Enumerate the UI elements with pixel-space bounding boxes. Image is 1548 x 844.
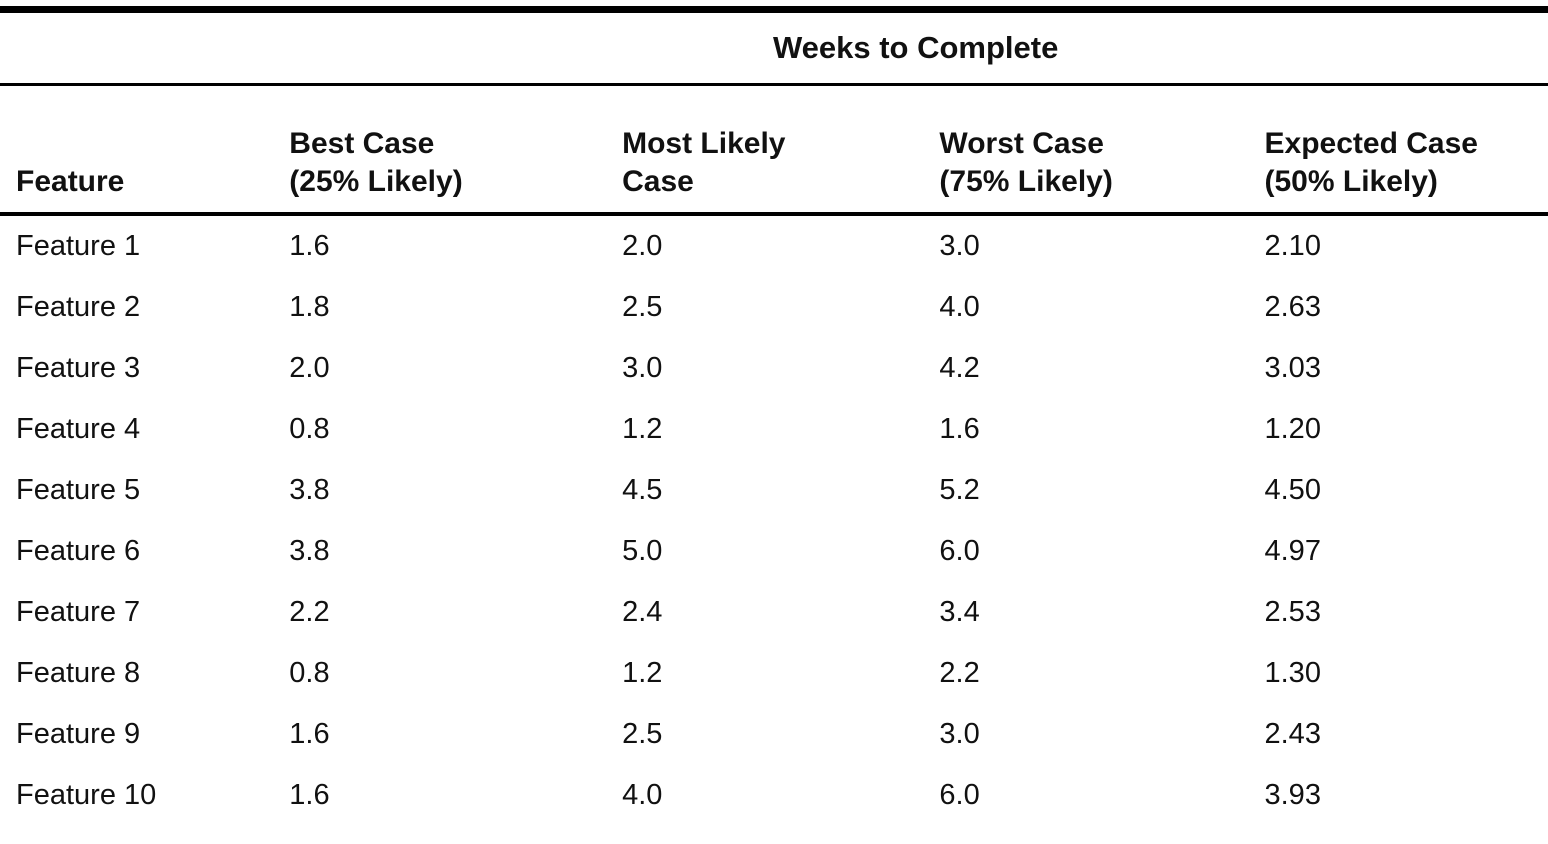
expected-case-cell: 4.50 [1264, 474, 1321, 506]
table-row: Feature 1 1.6 2.0 3.0 2.10 [0, 214, 1548, 277]
most-likely-cell: 2.5 [622, 718, 663, 750]
best-case-cell: 1.8 [289, 291, 330, 323]
worst-case-cell: 1.6 [939, 413, 980, 445]
worst-case-cell: 3.0 [939, 230, 980, 262]
best-case-cell: 1.6 [289, 779, 330, 811]
worst-case-cell: 5.2 [939, 474, 980, 506]
column-header-best-case: Best Case (25% Likely) [283, 84, 617, 216]
feature-cell: Feature 8 [16, 657, 141, 689]
feature-cell: Feature 9 [16, 718, 141, 750]
worst-case-cell: 3.0 [939, 718, 980, 750]
feature-cell: Feature 6 [16, 535, 141, 567]
best-case-cell: 1.6 [289, 230, 330, 262]
best-case-cell: 2.2 [289, 596, 330, 628]
feature-cell: Feature 4 [16, 413, 141, 445]
worst-case-cell: 6.0 [939, 535, 980, 567]
most-likely-cell: 4.0 [622, 779, 663, 811]
table-row: Feature 2 1.8 2.5 4.0 2.63 [0, 277, 1548, 338]
total-row: TOTAL20.028.338.628.62 [0, 826, 1548, 844]
table-title-row: Weeks to Complete [0, 9, 1548, 86]
best-case-cell: 0.8 [289, 657, 330, 689]
feature-cell: Feature 7 [16, 596, 141, 628]
table-row: Feature 4 0.8 1.2 1.6 1.20 [0, 399, 1548, 460]
most-likely-cell: 3.0 [622, 352, 663, 384]
table-row: Feature 8 0.8 1.2 2.2 1.30 [0, 643, 1548, 704]
most-likely-cell: 4.5 [622, 474, 663, 506]
feature-cell: Feature 2 [16, 291, 141, 323]
title-spacer-cell [0, 9, 284, 86]
best-case-cell: 0.8 [289, 413, 330, 445]
table-row: Feature 9 1.6 2.5 3.0 2.43 [0, 704, 1548, 765]
table-row: Feature 3 2.0 3.0 4.2 3.03 [0, 338, 1548, 399]
feature-cell: Feature 5 [16, 474, 141, 506]
feature-cell: Feature 1 [16, 230, 141, 262]
table-row: Feature 7 2.2 2.4 3.4 2.53 [0, 582, 1548, 643]
expected-case-cell: 28.62 [1259, 826, 1548, 844]
expected-case-cell: 2.63 [1264, 291, 1321, 323]
expected-case-cell: 4.97 [1264, 535, 1321, 567]
most-likely-cell: 2.5 [622, 291, 663, 323]
most-likely-cell: 28.3 [616, 826, 933, 844]
feature-cell: TOTAL [0, 826, 283, 844]
most-likely-cell: 2.0 [622, 230, 663, 262]
best-case-cell: 3.8 [289, 474, 330, 506]
expected-case-cell: 2.10 [1264, 230, 1321, 262]
feature-cell: Feature 3 [16, 352, 141, 384]
feature-cell: Feature 10 [16, 779, 157, 811]
expected-case-cell: 2.43 [1264, 718, 1321, 750]
expected-case-cell: 3.93 [1264, 779, 1321, 811]
worst-case-cell: 2.2 [939, 657, 980, 689]
table-body: Feature 1 1.6 2.0 3.0 2.10 Feature 2 1.8 2.5 4.0… [0, 214, 1548, 844]
expected-case-cell: 3.03 [1264, 352, 1321, 384]
table-row: Feature 6 3.8 5.0 6.0 4.97 [0, 521, 1548, 582]
column-header-worst-case: Worst Case (75% Likely) [933, 84, 1259, 216]
column-header-most-likely-case: Most Likely Case [616, 84, 934, 216]
worst-case-cell: 4.0 [939, 291, 980, 323]
best-case-cell: 20.0 [283, 826, 616, 844]
table-title: Weeks to Complete [283, 9, 1548, 86]
worst-case-cell: 6.0 [939, 779, 980, 811]
expected-case-cell: 1.20 [1264, 413, 1321, 445]
most-likely-cell: 5.0 [622, 535, 663, 567]
best-case-cell: 2.0 [289, 352, 330, 384]
column-header-feature: Feature [0, 84, 284, 216]
best-case-cell: 1.6 [289, 718, 330, 750]
worst-case-cell: 38.6 [933, 826, 1258, 844]
table-row: Feature 10 1.6 4.0 6.0 3.93 [0, 765, 1548, 826]
expected-case-cell: 2.53 [1264, 596, 1321, 628]
most-likely-cell: 1.2 [622, 413, 663, 445]
table-row: Feature 5 3.8 4.5 5.2 4.50 [0, 460, 1548, 521]
expected-case-cell: 1.30 [1264, 657, 1321, 689]
estimation-table: Weeks to Complete Feature Best Case (25%… [0, 6, 1548, 844]
column-header-expected-case: Expected Case (50% Likely) [1258, 84, 1548, 216]
column-header-row: Feature Best Case (25% Likely) Most Like… [0, 84, 1548, 216]
most-likely-cell: 1.2 [622, 657, 663, 689]
worst-case-cell: 4.2 [939, 352, 980, 384]
most-likely-cell: 2.4 [622, 596, 663, 628]
best-case-cell: 3.8 [289, 535, 330, 567]
worst-case-cell: 3.4 [939, 596, 980, 628]
